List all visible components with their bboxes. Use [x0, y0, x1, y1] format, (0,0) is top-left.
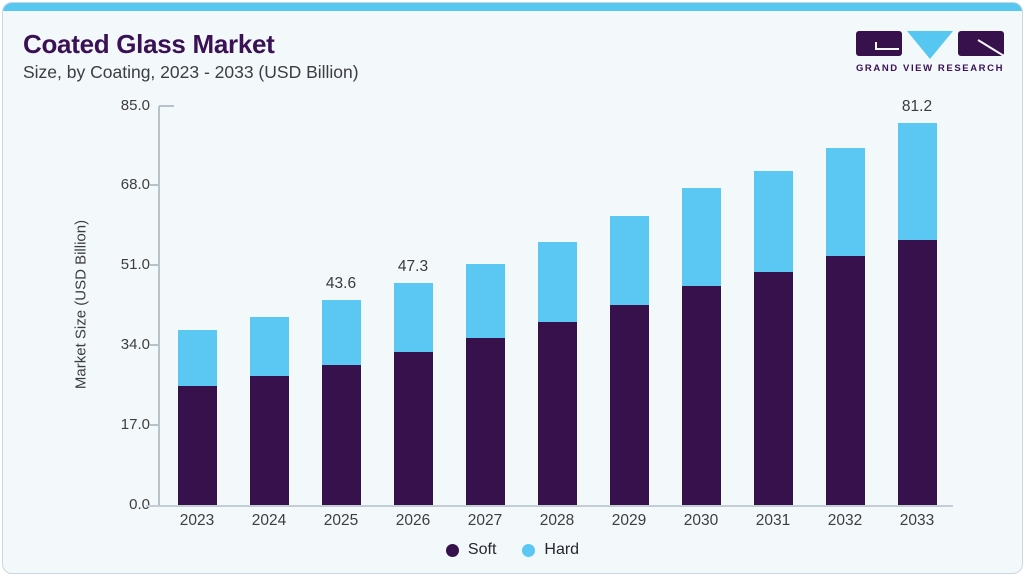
y-tick-label: 17.0 [120, 416, 150, 434]
x-tick-label-2032: 2032 [827, 512, 863, 529]
bar-soft-2025 [321, 364, 361, 505]
y-axis-title: Market Size (USD Billion) [72, 219, 90, 390]
x-tick-label-2028: 2028 [539, 512, 575, 529]
x-tick-label-2033: 2033 [899, 512, 935, 529]
accent-top-strip [3, 3, 1022, 11]
bar-hard-2033 [897, 123, 937, 240]
legend-swatch-icon [522, 543, 536, 557]
y-tick-label: 51.0 [120, 256, 150, 274]
legend-item-soft: Soft [445, 541, 497, 559]
y-tick-mark [150, 424, 158, 427]
bar-soft-2026 [393, 351, 433, 505]
bar-hard-2031 [753, 170, 793, 272]
x-axis-line [146, 505, 953, 507]
y-tick-mark [150, 344, 158, 347]
legend-label: Soft [467, 541, 497, 558]
x-tick-label-2023: 2023 [179, 512, 215, 529]
bar-hard-2028 [537, 241, 577, 323]
bar-soft-2030 [681, 285, 721, 505]
y-axis-line [158, 105, 160, 505]
bar-value-label-2025: 43.6 [325, 275, 357, 293]
legend: Soft Hard [3, 541, 1022, 559]
bar-value-label-2033: 81.2 [901, 98, 933, 116]
bar-hard-2025 [321, 300, 361, 365]
bar-hard-2023 [177, 330, 217, 387]
y-tick-label: 34.0 [120, 336, 150, 354]
x-tick-label-2031: 2031 [755, 512, 791, 529]
bar-hard-2027 [465, 263, 505, 338]
bar-soft-2028 [537, 322, 577, 505]
y-tick-label: 85.0 [120, 96, 150, 114]
y-tick-label: 0.0 [129, 496, 150, 513]
x-tick-label-2025: 2025 [323, 512, 359, 529]
bar-soft-2031 [753, 271, 793, 505]
y-tick-label: 68.0 [120, 176, 150, 194]
x-tick-label-2024: 2024 [251, 512, 287, 529]
bar-soft-2024 [249, 376, 289, 505]
page-title: Coated Glass Market [23, 29, 275, 59]
bar-hard-2032 [825, 147, 865, 256]
bar-soft-2023 [177, 386, 217, 505]
grand-view-research-logo: GRAND VIEW RESEARCH [854, 30, 1006, 76]
bar-hard-2030 [681, 188, 721, 286]
y-tick-mark [150, 264, 158, 267]
legend-item-hard: Hard [522, 541, 579, 559]
gvr-logo-icon [856, 31, 1005, 59]
bar-hard-2026 [393, 282, 433, 352]
bar-hard-2029 [609, 216, 649, 305]
y-tick-mark [150, 184, 158, 187]
x-tick-label-2027: 2027 [467, 512, 503, 529]
x-tick-label-2029: 2029 [611, 512, 647, 529]
bar-soft-2027 [465, 337, 505, 505]
bar-hard-2024 [249, 317, 289, 377]
logo-brand-text: GRAND VIEW RESEARCH [855, 63, 1005, 74]
legend-swatch-icon [445, 543, 459, 557]
x-tick-label-2030: 2030 [683, 512, 719, 529]
bar-soft-2033 [897, 239, 937, 505]
bar-soft-2032 [825, 255, 865, 505]
bar-value-label-2026: 47.3 [397, 257, 429, 275]
y-tick-mark [159, 104, 174, 107]
legend-label: Hard [544, 541, 580, 558]
x-tick-label-2026: 2026 [395, 512, 431, 529]
bar-soft-2029 [609, 304, 649, 505]
chart-subtitle: Size, by Coating, 2023 - 2033 (USD Billi… [23, 62, 359, 82]
